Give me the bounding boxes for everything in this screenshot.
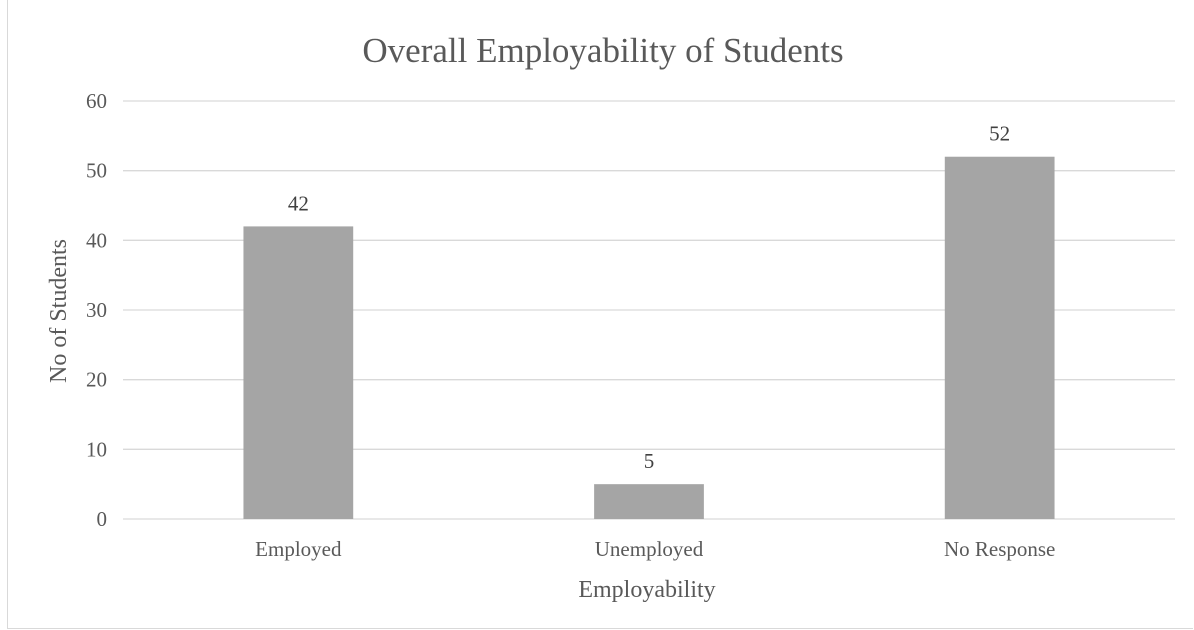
y-tick-label: 40 xyxy=(86,228,107,252)
y-tick-label: 20 xyxy=(86,368,107,392)
y-axis-title: No of Students xyxy=(46,239,72,383)
x-tick-label: No Response xyxy=(944,537,1055,561)
y-tick-label: 30 xyxy=(86,298,107,322)
y-tick-labels: 0 10 20 30 40 50 60 xyxy=(86,89,107,531)
y-tick-label: 60 xyxy=(86,89,107,113)
chart-title: Overall Employability of Students xyxy=(362,31,843,70)
x-tick-label: Employed xyxy=(255,537,342,561)
x-tick-label: Unemployed xyxy=(595,537,704,561)
y-tick-label: 0 xyxy=(97,507,108,531)
y-tick-label: 10 xyxy=(86,437,107,461)
data-label: 52 xyxy=(989,122,1010,146)
x-axis-title: Employability xyxy=(578,577,715,603)
y-tick-label: 50 xyxy=(86,159,107,183)
bar-no-response xyxy=(944,156,1055,519)
data-labels: 42 5 52 xyxy=(288,122,1010,473)
x-tick-labels: Employed Unemployed No Response xyxy=(255,537,1055,561)
data-label: 5 xyxy=(644,449,655,473)
data-label: 42 xyxy=(288,191,309,215)
chart-frame xyxy=(7,0,1193,629)
bar-unemployed xyxy=(594,484,704,519)
bars xyxy=(243,156,1055,519)
bar-employed xyxy=(243,226,354,519)
